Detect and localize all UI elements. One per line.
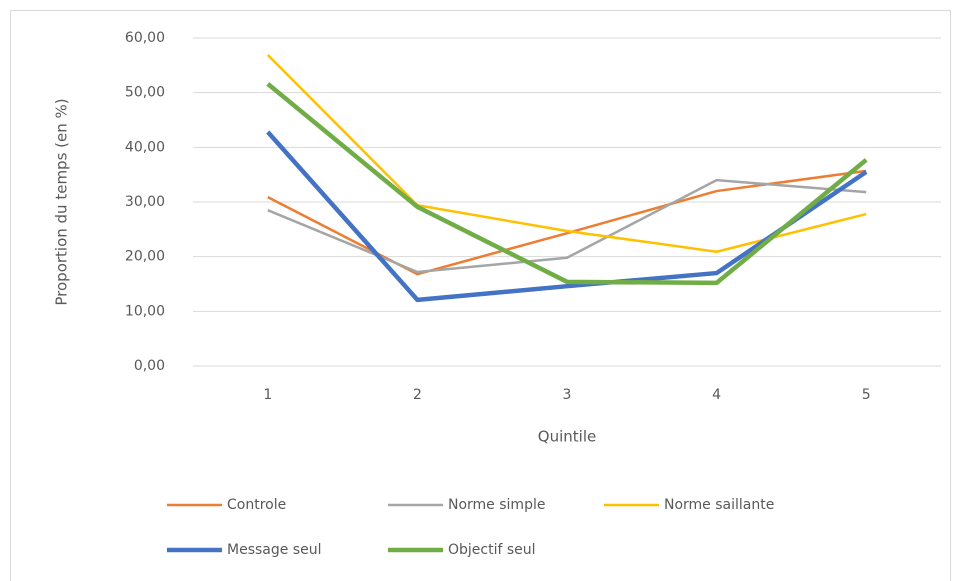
x-tick-label: 2 — [413, 387, 422, 403]
series-line — [267, 178, 867, 274]
y-tick-label: 40,00 — [125, 139, 165, 155]
x-axis-title: Quintile — [538, 428, 596, 446]
y-tick-label: 30,00 — [125, 194, 165, 210]
x-tick-label: 5 — [862, 387, 871, 403]
y-tick-label: 60,00 — [125, 30, 165, 46]
y-tick-label: 20,00 — [125, 249, 165, 265]
legend-label: Norme saillante — [664, 497, 774, 513]
y-tick-label: 0,00 — [134, 358, 165, 374]
legend-label: Objectif seul — [448, 542, 536, 558]
x-tick-label: 4 — [712, 387, 721, 403]
y-tick-label: 10,00 — [125, 303, 165, 319]
y-axis-title: Proportion du temps (en %) — [53, 98, 71, 305]
x-tick-label: 3 — [563, 387, 572, 403]
legend-label: Controle — [227, 497, 286, 513]
x-tick-label: 1 — [263, 387, 272, 403]
series-line — [266, 82, 868, 286]
legend-label: Message seul — [227, 542, 321, 558]
legend-label: Norme simple — [448, 497, 545, 513]
y-tick-label: 50,00 — [125, 85, 165, 101]
